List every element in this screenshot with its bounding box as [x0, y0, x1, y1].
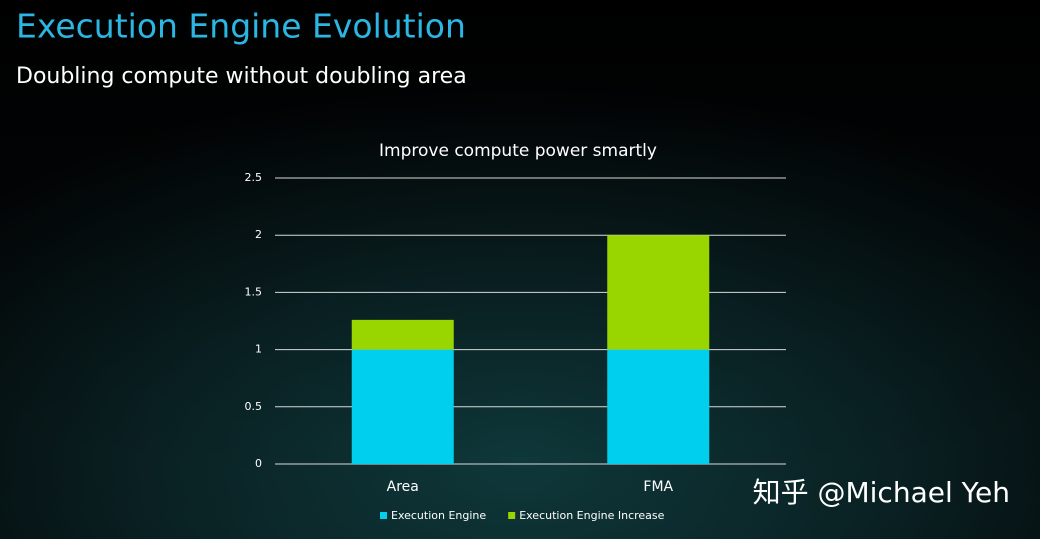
y-tick-label: 1.5 [245, 285, 263, 298]
y-tick-label: 1 [255, 343, 262, 356]
y-tick-label: 0 [255, 457, 262, 470]
x-tick-label: FMA [643, 479, 673, 495]
y-tick-label: 2.5 [245, 171, 263, 184]
legend-swatch [380, 512, 387, 519]
y-tick-label: 2 [255, 228, 262, 241]
bar-segment [607, 349, 710, 464]
y-tick-label: 0.5 [245, 400, 263, 413]
slide-title: Execution Engine Evolution [16, 7, 466, 46]
bar-segment [351, 349, 454, 464]
legend-label: Execution Engine Increase [519, 509, 664, 522]
legend-label: Execution Engine [391, 509, 486, 522]
chart-title: Improve compute power smartly [379, 141, 657, 161]
x-tick-label: Area [387, 479, 419, 495]
bar-segment [351, 319, 454, 350]
watermark: 知乎 @Michael Yeh [753, 476, 1010, 509]
slide-subtitle: Doubling compute without doubling area [16, 64, 467, 89]
legend-swatch [508, 512, 516, 519]
bar-segment [607, 235, 710, 350]
